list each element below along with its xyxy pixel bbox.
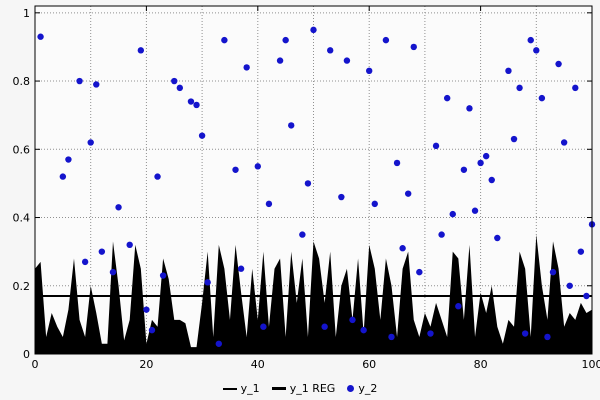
legend-item-y1: y_1 [222,382,260,395]
legend-item-y2: y_2 [347,382,377,395]
svg-text:40: 40 [251,358,265,371]
svg-text:0.2: 0.2 [13,280,31,293]
svg-text:0: 0 [23,348,30,361]
y1-reg-line-swatch-icon [271,387,286,390]
svg-text:0.6: 0.6 [13,143,31,156]
y1-line-swatch-icon [222,387,237,390]
svg-text:20: 20 [139,358,153,371]
svg-text:0.8: 0.8 [13,75,31,88]
svg-text:60: 60 [362,358,376,371]
svg-text:1: 1 [23,7,30,20]
legend-label-y2: y_2 [358,382,378,395]
svg-text:100: 100 [582,358,600,371]
plot-area: 0 20 40 60 80 100 0 0.2 0.4 0.6 0.8 1 [13,5,600,371]
legend-label-y1: y_1 [240,382,260,395]
legend-label-y1-reg: y_1 REG [289,382,336,395]
y2-dot-swatch-icon [347,385,355,392]
legend-item-y1-reg: y_1 REG [271,382,336,395]
svg-text:0: 0 [32,358,39,371]
svg-text:80: 80 [474,358,488,371]
svg-text:0.4: 0.4 [13,212,31,225]
legend: y_1 y_1 REG y_2 [0,382,600,395]
